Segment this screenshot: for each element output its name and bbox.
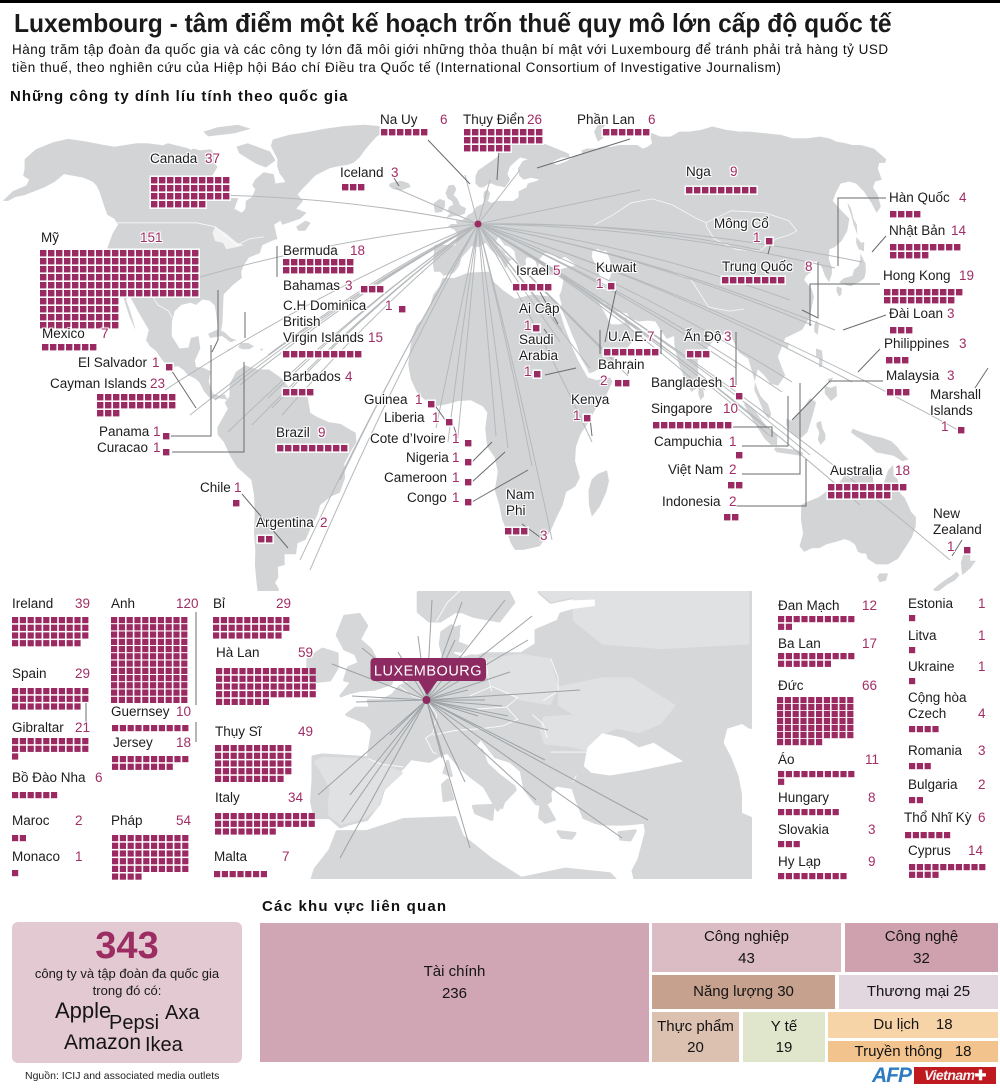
svg-text:LUXEMBOURG: LUXEMBOURG — [374, 664, 482, 680]
